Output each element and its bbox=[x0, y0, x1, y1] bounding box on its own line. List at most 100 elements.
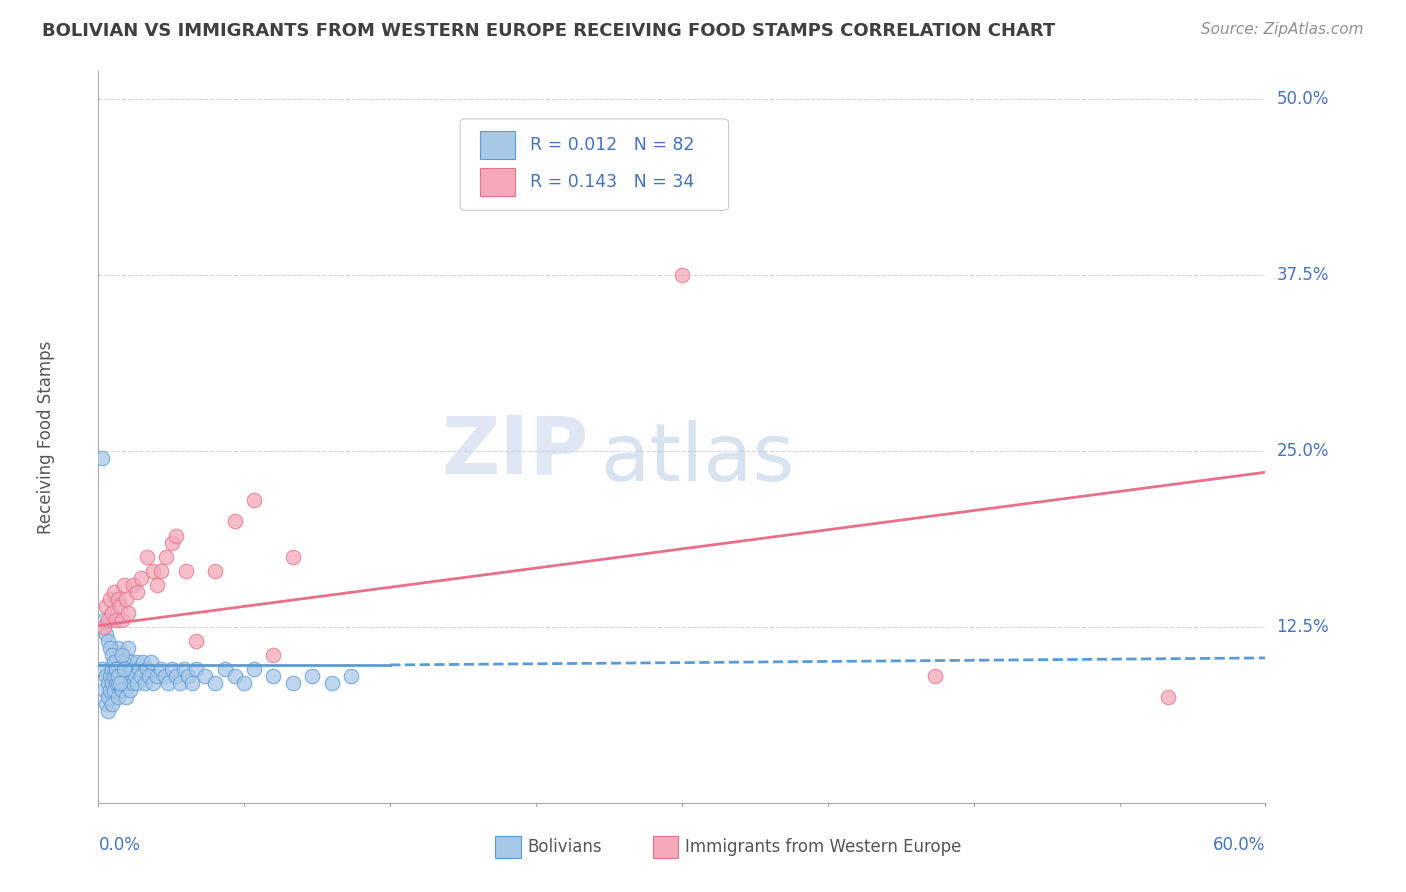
Point bbox=[134, 676, 156, 690]
Point bbox=[91, 451, 114, 466]
Point bbox=[91, 662, 114, 676]
Point bbox=[97, 613, 120, 627]
Point bbox=[301, 669, 323, 683]
Point bbox=[155, 549, 177, 564]
Bar bbox=[495, 836, 520, 858]
Point bbox=[165, 528, 187, 542]
Text: 50.0%: 50.0% bbox=[1277, 90, 1329, 109]
Point bbox=[117, 641, 139, 656]
Point bbox=[98, 669, 121, 683]
Point bbox=[136, 662, 159, 676]
Text: Receiving Food Stamps: Receiving Food Stamps bbox=[37, 341, 55, 533]
Point bbox=[103, 683, 125, 698]
Text: 25.0%: 25.0% bbox=[1277, 442, 1329, 460]
Point bbox=[118, 683, 141, 698]
Text: 37.5%: 37.5% bbox=[1277, 267, 1329, 285]
Point bbox=[194, 669, 217, 683]
Point bbox=[224, 515, 246, 529]
Point bbox=[111, 648, 134, 662]
Point bbox=[107, 690, 129, 705]
Point bbox=[112, 676, 135, 690]
FancyBboxPatch shape bbox=[460, 119, 728, 211]
Point bbox=[122, 676, 145, 690]
Point bbox=[104, 662, 127, 676]
Point bbox=[214, 662, 236, 676]
Point bbox=[101, 606, 124, 620]
Point bbox=[93, 613, 115, 627]
Point bbox=[108, 669, 131, 683]
Point bbox=[180, 676, 202, 690]
Point bbox=[184, 634, 207, 648]
Point bbox=[104, 613, 127, 627]
Text: Bolivians: Bolivians bbox=[527, 838, 603, 855]
Point bbox=[174, 564, 197, 578]
Text: atlas: atlas bbox=[600, 420, 794, 498]
Text: Source: ZipAtlas.com: Source: ZipAtlas.com bbox=[1201, 22, 1364, 37]
Text: R = 0.012   N = 82: R = 0.012 N = 82 bbox=[530, 136, 695, 154]
Point bbox=[96, 627, 118, 641]
Bar bbox=[652, 836, 679, 858]
Point bbox=[103, 669, 125, 683]
Text: 60.0%: 60.0% bbox=[1213, 836, 1265, 854]
Point bbox=[1157, 690, 1180, 705]
Point bbox=[93, 683, 115, 698]
Point bbox=[101, 676, 124, 690]
Point bbox=[104, 676, 127, 690]
Point bbox=[146, 578, 169, 592]
Point bbox=[108, 655, 131, 669]
Text: 0.0%: 0.0% bbox=[98, 836, 141, 854]
Point bbox=[124, 669, 146, 683]
Point bbox=[114, 591, 136, 606]
Point bbox=[169, 676, 191, 690]
Point bbox=[122, 662, 145, 676]
Point bbox=[107, 641, 129, 656]
Bar bbox=[479, 168, 515, 195]
Point bbox=[132, 655, 155, 669]
Bar bbox=[479, 131, 515, 159]
Point bbox=[173, 662, 195, 676]
Point bbox=[122, 578, 145, 592]
Point bbox=[97, 676, 120, 690]
Point bbox=[127, 584, 149, 599]
Point bbox=[128, 662, 150, 676]
Point bbox=[93, 620, 115, 634]
Point bbox=[121, 655, 143, 669]
Point bbox=[101, 698, 124, 712]
Point bbox=[165, 669, 187, 683]
Point bbox=[117, 662, 139, 676]
Point bbox=[111, 662, 134, 676]
Point bbox=[98, 641, 121, 656]
Point bbox=[117, 606, 139, 620]
Point bbox=[149, 662, 172, 676]
Point bbox=[157, 676, 180, 690]
Point bbox=[138, 669, 160, 683]
Text: ZIP: ZIP bbox=[441, 413, 589, 491]
Point bbox=[98, 683, 121, 698]
Point bbox=[281, 676, 304, 690]
Point bbox=[107, 655, 129, 669]
Point bbox=[224, 669, 246, 683]
Point bbox=[112, 662, 135, 676]
Point bbox=[184, 662, 207, 676]
Point bbox=[112, 655, 135, 669]
Point bbox=[477, 149, 499, 163]
Point bbox=[96, 599, 118, 613]
Point bbox=[127, 655, 149, 669]
Point bbox=[97, 690, 120, 705]
Point bbox=[112, 578, 135, 592]
Point bbox=[924, 669, 946, 683]
Point bbox=[103, 584, 125, 599]
Point bbox=[101, 662, 124, 676]
Text: Immigrants from Western Europe: Immigrants from Western Europe bbox=[685, 838, 962, 855]
Point bbox=[121, 662, 143, 676]
Point bbox=[97, 634, 120, 648]
Point bbox=[136, 549, 159, 564]
Point bbox=[142, 676, 165, 690]
Point bbox=[204, 676, 226, 690]
Point bbox=[142, 564, 165, 578]
Point bbox=[127, 676, 149, 690]
Point bbox=[262, 669, 284, 683]
Point bbox=[243, 493, 266, 508]
Point bbox=[243, 662, 266, 676]
Point bbox=[98, 591, 121, 606]
